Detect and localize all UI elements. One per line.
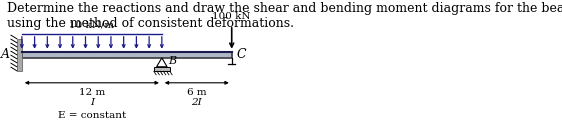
Text: B: B bbox=[169, 56, 176, 66]
Text: 2I: 2I bbox=[192, 98, 202, 107]
Text: 12 m: 12 m bbox=[79, 88, 105, 97]
Text: using the method of consistent deformations.: using the method of consistent deformati… bbox=[7, 16, 294, 30]
Text: E = constant: E = constant bbox=[58, 111, 126, 120]
Bar bbox=[154, 67, 170, 71]
Text: 10 kN/m: 10 kN/m bbox=[69, 20, 115, 29]
Text: Determine the reactions and draw the shear and bending moment diagrams for the b: Determine the reactions and draw the she… bbox=[7, 2, 562, 15]
Polygon shape bbox=[157, 58, 167, 67]
Text: A: A bbox=[1, 48, 10, 61]
Text: C: C bbox=[237, 48, 246, 61]
Text: I: I bbox=[90, 98, 94, 107]
Text: 100 kN: 100 kN bbox=[212, 12, 251, 21]
Text: 6 m: 6 m bbox=[187, 88, 207, 97]
Bar bbox=[17, 39, 22, 71]
Bar bbox=[22, 52, 232, 58]
